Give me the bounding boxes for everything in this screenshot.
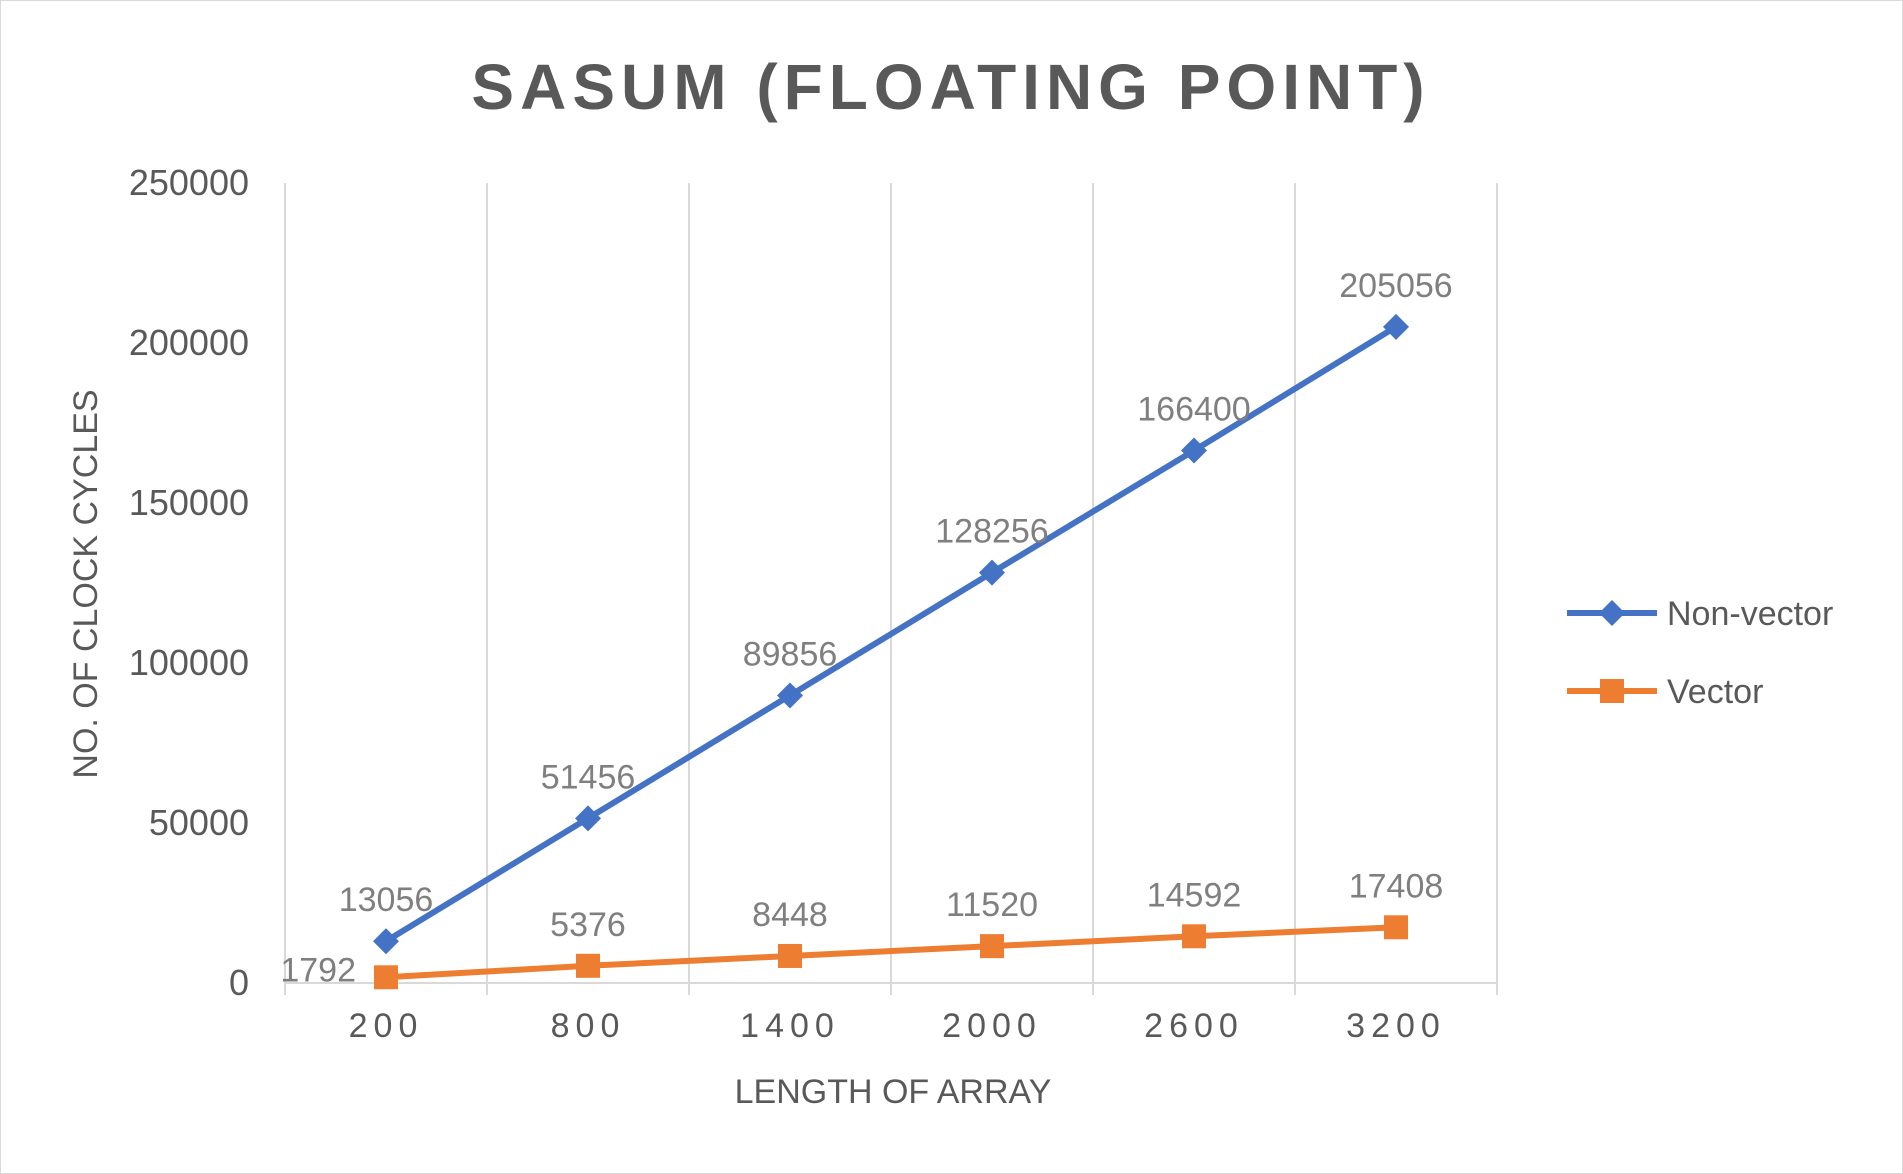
- x-axis-label: LENGTH OF ARRAY: [735, 1073, 1052, 1111]
- y-tick-label: 150000: [129, 482, 249, 523]
- data-point-non-vector: [1383, 313, 1409, 340]
- data-point-non-vector: [575, 805, 601, 832]
- data-label: 13056: [339, 881, 434, 919]
- data-point-non-vector: [777, 682, 803, 709]
- data-label: 89856: [743, 635, 838, 673]
- data-label: 166400: [1137, 391, 1250, 429]
- y-tick-label: 50000: [149, 802, 249, 843]
- axes: [284, 183, 1498, 995]
- series-markers: [373, 313, 1409, 990]
- y-tick-label: 200000: [129, 322, 249, 363]
- data-point-non-vector: [1181, 437, 1207, 464]
- y-axis-ticks: 0 50000 100000 150000 200000 250000: [129, 162, 249, 1003]
- data-label: 51456: [541, 758, 636, 796]
- data-point-non-vector: [979, 559, 1005, 586]
- x-tick-label: 200: [349, 1007, 424, 1045]
- x-tick-label: 2000: [942, 1007, 1042, 1045]
- data-label: 1792: [280, 951, 356, 989]
- legend-marker-non-vector: [1599, 600, 1625, 626]
- data-point-vector: [778, 943, 802, 968]
- data-label: 205056: [1339, 267, 1452, 305]
- data-label: 5376: [550, 906, 626, 944]
- data-label: 128256: [935, 513, 1048, 551]
- legend-label: Vector: [1667, 673, 1763, 711]
- legend-label: Non-vector: [1667, 595, 1833, 633]
- y-tick-label: 0: [229, 962, 249, 1003]
- series-line-non-vector: [383, 323, 1399, 945]
- series-lines: [383, 323, 1399, 981]
- data-point-vector: [980, 934, 1004, 959]
- legend-marker-vector: [1600, 679, 1624, 703]
- data-point-vector: [1182, 924, 1206, 949]
- y-tick-label: 100000: [129, 642, 249, 683]
- x-axis-ticks: 200 800 1400 2000 2600 3200: [349, 1007, 1446, 1045]
- x-tick-label: 1400: [740, 1007, 840, 1045]
- x-tick-label: 800: [551, 1007, 626, 1045]
- data-labels: 13056 51456 89856 128256 166400 205056 1792 537…: [280, 267, 1452, 989]
- data-point-vector: [576, 953, 600, 978]
- x-tick-label: 2600: [1144, 1007, 1244, 1045]
- data-label: 11520: [946, 886, 1038, 924]
- gridlines: [486, 183, 1498, 983]
- y-tick-label: 250000: [129, 162, 249, 203]
- data-point-non-vector: [373, 928, 399, 955]
- data-point-vector: [374, 965, 398, 990]
- data-label: 14592: [1147, 876, 1242, 914]
- data-label: 8448: [752, 896, 828, 934]
- legend: Non-vector Vector: [1567, 595, 1833, 711]
- series-line-vector: [383, 924, 1399, 981]
- y-axis-label: NO. OF CLOCK CYCLES: [67, 389, 105, 778]
- chart-title: SASUM (FLOATING POINT): [471, 51, 1430, 123]
- data-label: 17408: [1349, 867, 1444, 905]
- x-tick-label: 3200: [1346, 1007, 1446, 1045]
- data-point-vector: [1384, 915, 1408, 940]
